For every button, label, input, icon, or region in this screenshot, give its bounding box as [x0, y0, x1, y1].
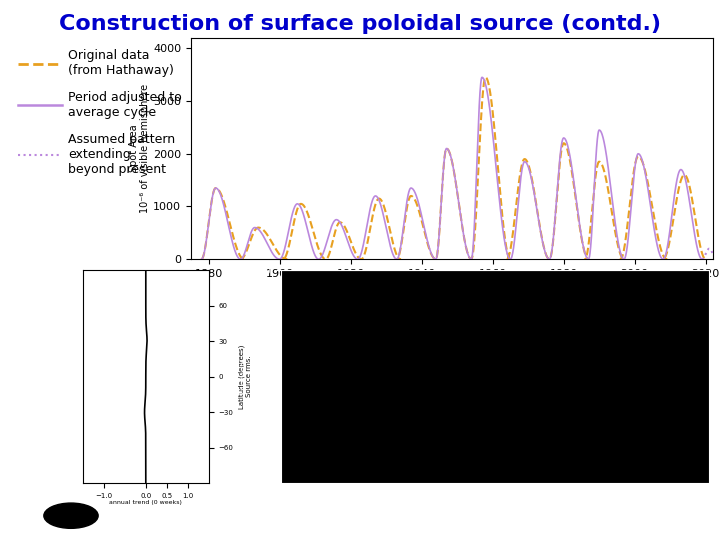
X-axis label: annual trend (0 weeks): annual trend (0 weeks) [109, 501, 182, 505]
Y-axis label: Spot Area
10⁻⁶ of visible hemisphere: Spot Area 10⁻⁶ of visible hemisphere [129, 84, 150, 213]
X-axis label: t  (yr): t (yr) [432, 285, 472, 299]
Circle shape [44, 503, 98, 528]
X-axis label: Time (Years): Time (Years) [469, 508, 521, 517]
Text: Construction of surface poloidal source (contd.): Construction of surface poloidal source … [59, 14, 661, 33]
Y-axis label: Latitude (degrees)
Source rms.: Latitude (degrees) Source rms. [239, 345, 253, 409]
Text: HAO: HAO [0, 506, 40, 524]
Y-axis label: Latitude: Latitude [239, 359, 248, 394]
Legend: Original data
(from Hathaway), Period adjusted to
average cycle, Assumed pattern: Original data (from Hathaway), Period ad… [14, 44, 187, 180]
